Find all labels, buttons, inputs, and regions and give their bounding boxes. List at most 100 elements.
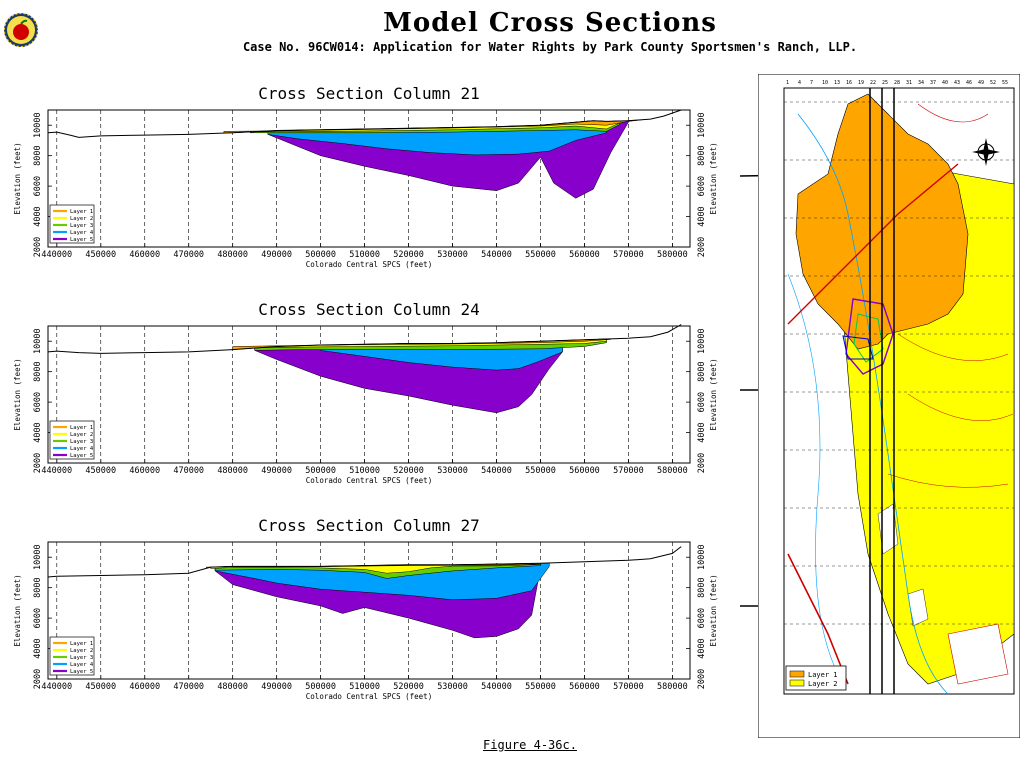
svg-text:46: 46 <box>966 80 972 86</box>
y-tick-label-right: 6000 <box>697 176 707 196</box>
ground-surface-line <box>47 324 682 354</box>
chart-title: Cross Section Column 24 <box>258 300 480 319</box>
chart-title: Cross Section Column 21 <box>258 84 480 103</box>
svg-text:34: 34 <box>918 80 924 86</box>
x-tick-label: 490000 <box>261 250 292 260</box>
figure-caption: Figure 4-36c. <box>483 738 577 752</box>
legend-label: Layer 2 <box>70 432 93 438</box>
x-tick-label: 460000 <box>129 466 160 476</box>
y-axis-label-left: Elevation (feet) <box>13 574 22 646</box>
cross-section-chart-24: Cross Section Column 24 440000 450000 46000… <box>13 300 718 485</box>
legend-label: Layer 2 <box>70 216 93 222</box>
cross-section-chart-27: Cross Section Column 27 440000 450000 46000… <box>13 516 718 701</box>
y-axis-label-right: Elevation (feet) <box>709 358 718 430</box>
x-tick-label: 440000 <box>41 682 72 692</box>
y-tick-label-left: 6000 <box>33 176 43 196</box>
x-tick-label: 450000 <box>85 466 116 476</box>
legend-label: Layer 5 <box>70 237 93 243</box>
ground-surface-line <box>47 546 682 578</box>
x-tick-label: 520000 <box>393 682 424 692</box>
x-tick-label: 540000 <box>481 250 512 260</box>
x-tick-label: 480000 <box>217 250 248 260</box>
y-tick-label-left: 6000 <box>33 608 43 628</box>
x-tick-label: 560000 <box>569 250 600 260</box>
svg-text:31: 31 <box>906 80 912 86</box>
x-tick-label: 560000 <box>569 466 600 476</box>
page-subtitle: Case No. 96CW014: Application for Water … <box>242 40 858 54</box>
y-tick-label-right: 10000 <box>697 328 707 354</box>
svg-text:4: 4 <box>798 80 801 86</box>
y-tick-label-left: 4000 <box>33 206 43 226</box>
x-tick-label: 550000 <box>525 250 556 260</box>
x-tick-label: 570000 <box>613 250 644 260</box>
x-tick-label: 490000 <box>261 466 292 476</box>
y-tick-label-left: 10000 <box>33 112 43 138</box>
y-tick-label-right: 10000 <box>697 544 707 570</box>
x-tick-label: 540000 <box>481 466 512 476</box>
plot-frame <box>47 541 691 680</box>
x-tick-label: 440000 <box>41 250 72 260</box>
y-tick-label-left: 8000 <box>33 361 43 381</box>
svg-text:49: 49 <box>978 80 984 86</box>
y-tick-label-right: 8000 <box>697 145 707 165</box>
y-tick-label-right: 2000 <box>697 669 707 689</box>
map-section-columns <box>869 88 895 694</box>
x-axis-label: Colorado Central SPCS (feet) <box>306 260 432 269</box>
legend-label: Layer 3 <box>70 655 93 661</box>
legend-label: Layer 1 <box>70 209 93 215</box>
x-tick-label: 530000 <box>437 250 468 260</box>
svg-text:40: 40 <box>942 80 948 86</box>
y-axis-label-left: Elevation (feet) <box>13 358 22 430</box>
legend-label: Layer 1 <box>70 425 93 431</box>
map-legend-layer2: Layer 2 <box>808 680 838 688</box>
svg-text:10: 10 <box>822 80 828 86</box>
plot-frame <box>47 109 691 248</box>
x-tick-label: 490000 <box>261 682 292 692</box>
x-tick-label: 550000 <box>525 466 556 476</box>
north-arrow-icon <box>972 138 1000 166</box>
legend-label: Layer 3 <box>70 223 93 229</box>
x-tick-label: 560000 <box>569 682 600 692</box>
page-title: Model Cross Sections <box>383 8 717 38</box>
cross-section-chart-21: Cross Section Column 21 440000 450000 46000… <box>13 84 718 269</box>
y-tick-label-left: 4000 <box>33 638 43 658</box>
x-tick-label: 470000 <box>173 682 204 692</box>
x-tick-label: 510000 <box>349 250 380 260</box>
svg-text:28: 28 <box>894 80 900 86</box>
legend-label: Layer 4 <box>70 230 94 236</box>
map-legend-layer1: Layer 1 <box>808 671 838 679</box>
y-tick-label-right: 4000 <box>697 422 707 442</box>
svg-text:43: 43 <box>954 80 960 86</box>
x-tick-label: 510000 <box>349 466 380 476</box>
legend-label: Layer 2 <box>70 648 93 654</box>
y-axis-label-left: Elevation (feet) <box>13 142 22 214</box>
svg-text:13: 13 <box>834 80 840 86</box>
ground-surface-line <box>47 109 682 138</box>
x-tick-label: 580000 <box>657 250 688 260</box>
y-axis-label-right: Elevation (feet) <box>709 574 718 646</box>
x-tick-label: 580000 <box>657 466 688 476</box>
y-tick-label-right: 6000 <box>697 608 707 628</box>
y-tick-label-right: 10000 <box>697 112 707 138</box>
y-tick-label-left: 10000 <box>33 328 43 354</box>
x-axis-label: Colorado Central SPCS (feet) <box>306 476 432 485</box>
x-tick-label: 450000 <box>85 250 116 260</box>
svg-text:55: 55 <box>1002 80 1008 86</box>
x-tick-label: 500000 <box>305 466 336 476</box>
y-tick-label-left: 8000 <box>33 577 43 597</box>
y-tick-label-left: 2000 <box>33 453 43 473</box>
x-tick-label: 460000 <box>129 682 160 692</box>
y-axis-label-right: Elevation (feet) <box>709 142 718 214</box>
map-column-ticks: 1 4 7 10 13 16 19 22 25 28 31 34 37 40 43 46 49 52 55 <box>786 80 1008 86</box>
x-tick-label: 530000 <box>437 682 468 692</box>
x-tick-label: 550000 <box>525 682 556 692</box>
y-tick-label-left: 4000 <box>33 422 43 442</box>
y-tick-label-left: 6000 <box>33 392 43 412</box>
y-tick-label-left: 2000 <box>33 669 43 689</box>
x-tick-label: 520000 <box>393 250 424 260</box>
y-tick-label-right: 4000 <box>697 638 707 658</box>
x-tick-label: 520000 <box>393 466 424 476</box>
x-tick-label: 500000 <box>305 682 336 692</box>
x-tick-label: 480000 <box>217 466 248 476</box>
svg-text:52: 52 <box>990 80 996 86</box>
